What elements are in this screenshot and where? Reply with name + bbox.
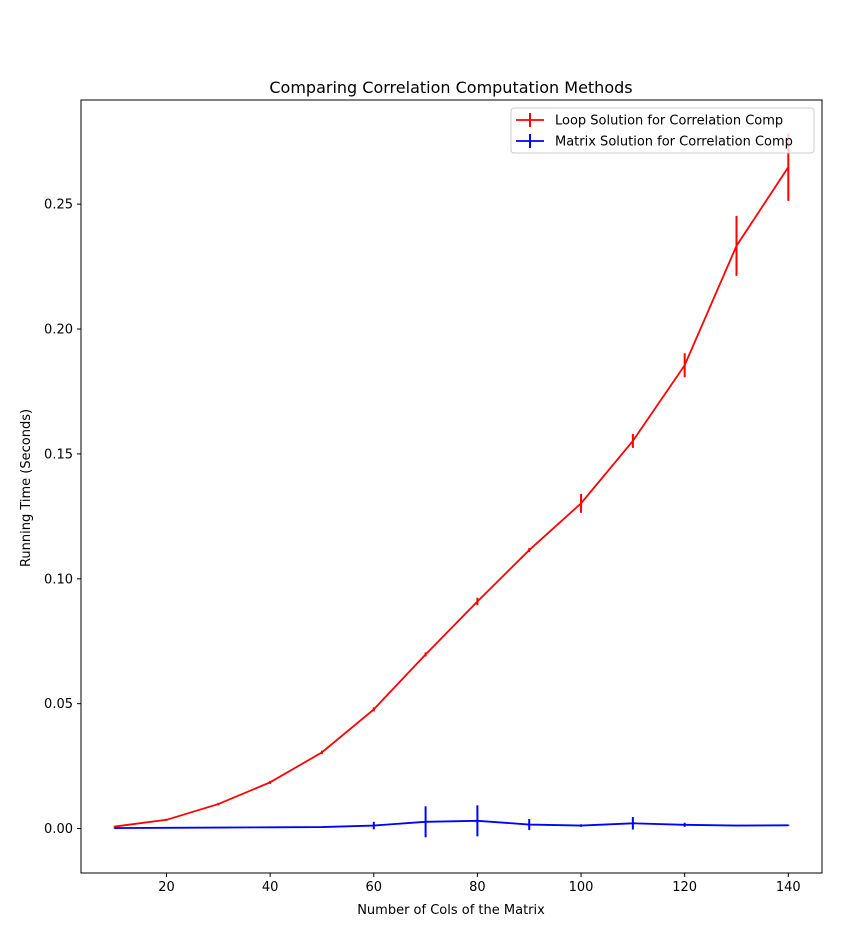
x-tick-label: 40 bbox=[262, 880, 279, 895]
series-line bbox=[114, 166, 790, 828]
y-axis-ticks: 0.00 0.05 0.10 0.15 0.20 0.25 bbox=[44, 198, 81, 837]
series-line bbox=[114, 819, 789, 829]
y-axis-label: Running Time (Seconds) bbox=[19, 409, 34, 567]
x-tick-label: 100 bbox=[569, 880, 594, 895]
x-tick-label: 20 bbox=[158, 880, 175, 895]
x-tick-label: 140 bbox=[776, 880, 801, 895]
y-tick-label: 0.25 bbox=[44, 198, 73, 213]
y-tick-label: 0.10 bbox=[44, 572, 73, 587]
x-tick-label: 80 bbox=[469, 880, 486, 895]
legend-entry: Matrix Solution for Correlation Comp bbox=[516, 134, 793, 150]
plot-area bbox=[80, 99, 823, 874]
legend-box bbox=[510, 107, 815, 154]
chart-title: Comparing Correlation Computation Method… bbox=[269, 78, 632, 97]
x-axis-ticks: 20 40 60 80 100 120 140 bbox=[158, 873, 801, 895]
legend-label: Matrix Solution for Correlation Comp bbox=[555, 135, 793, 150]
series-1 bbox=[113, 133, 790, 828]
legend: Loop Solution for Correlation Comp Matrix… bbox=[510, 107, 815, 154]
y-tick-label: 0.15 bbox=[44, 447, 73, 462]
x-tick-label: 120 bbox=[672, 880, 697, 895]
x-tick-label: 60 bbox=[365, 880, 382, 895]
series-layer bbox=[113, 133, 790, 838]
series-2 bbox=[113, 805, 790, 838]
y-tick-label: 0.05 bbox=[44, 697, 73, 712]
y-tick-label: 0.00 bbox=[44, 822, 73, 837]
x-axis-label: Number of Cols of the Matrix bbox=[357, 903, 545, 918]
y-tick-label: 0.20 bbox=[44, 323, 73, 338]
legend-label: Loop Solution for Correlation Comp bbox=[555, 114, 783, 129]
axes-frame bbox=[80, 99, 823, 874]
legend-entry: Loop Solution for Correlation Comp bbox=[516, 113, 783, 129]
